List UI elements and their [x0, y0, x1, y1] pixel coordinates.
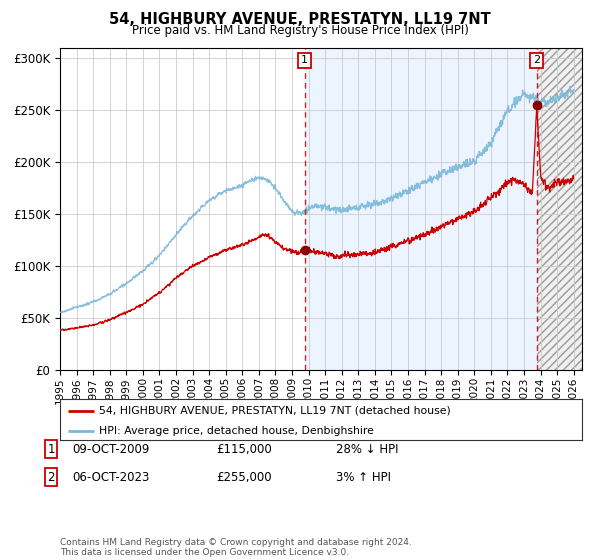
- Text: Contains HM Land Registry data © Crown copyright and database right 2024.
This d: Contains HM Land Registry data © Crown c…: [60, 538, 412, 557]
- Text: £115,000: £115,000: [216, 442, 272, 456]
- Text: 06-OCT-2023: 06-OCT-2023: [72, 470, 149, 484]
- Text: 54, HIGHBURY AVENUE, PRESTATYN, LL19 7NT (detached house): 54, HIGHBURY AVENUE, PRESTATYN, LL19 7NT…: [99, 405, 451, 416]
- Text: 2: 2: [47, 470, 55, 484]
- Text: 09-OCT-2009: 09-OCT-2009: [72, 442, 149, 456]
- Text: 28% ↓ HPI: 28% ↓ HPI: [336, 442, 398, 456]
- Text: 1: 1: [47, 442, 55, 456]
- Text: 54, HIGHBURY AVENUE, PRESTATYN, LL19 7NT: 54, HIGHBURY AVENUE, PRESTATYN, LL19 7NT: [109, 12, 491, 27]
- Text: 2: 2: [533, 55, 541, 66]
- Bar: [537, 48, 582, 370]
- Text: 1: 1: [301, 55, 308, 66]
- Text: HPI: Average price, detached house, Denbighshire: HPI: Average price, detached house, Denb…: [99, 426, 374, 436]
- Text: 3% ↑ HPI: 3% ↑ HPI: [336, 470, 391, 484]
- Text: £255,000: £255,000: [216, 470, 272, 484]
- Bar: [305, 48, 537, 370]
- Text: Price paid vs. HM Land Registry's House Price Index (HPI): Price paid vs. HM Land Registry's House …: [131, 24, 469, 36]
